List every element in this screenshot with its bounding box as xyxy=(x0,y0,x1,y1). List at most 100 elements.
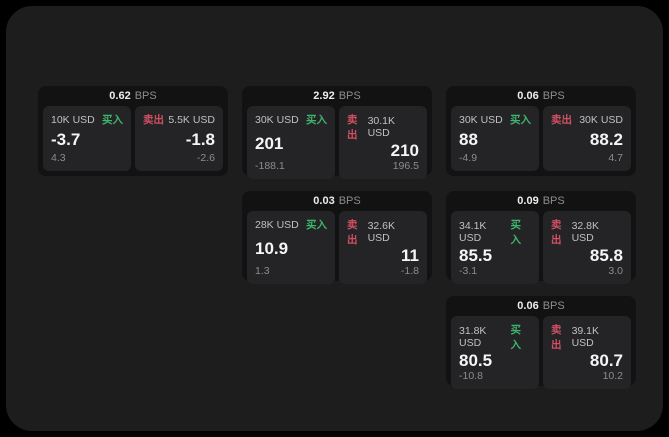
buy-quote-value: -3.7 xyxy=(51,129,81,149)
quote-card: 2.92 BPS 30K USD 买入 201 -188.1 卖出 30.1K … xyxy=(242,86,432,179)
quote-tiles: 31.8K USD 买入 80.5 -10.8 卖出 39.1K USD 80.… xyxy=(446,316,636,394)
sell-amount: 32.8K USD xyxy=(571,220,600,244)
quote-card: 0.62 BPS 10K USD 买入 -3.7 4.3 卖出 5.5K USD… xyxy=(38,86,228,176)
sell-quote-value: 11 xyxy=(401,246,419,265)
quote-card: 0.06 BPS 30K USD 买入 88 -4.9 卖出 30K USD 8… xyxy=(446,86,636,176)
buy-tile[interactable]: 31.8K USD 买入 80.5 -10.8 xyxy=(451,316,539,389)
sell-tile[interactable]: 卖出 5.5K USD -1.8 -2.6 xyxy=(135,106,223,171)
buy-side-label: 买入 xyxy=(102,114,123,126)
buy-tile-header: 28K USD 买入 xyxy=(255,217,327,232)
bps-value: 0.06 xyxy=(517,300,539,312)
bps-value: 2.92 xyxy=(313,90,335,102)
sell-side-label: 卖出 xyxy=(347,219,358,246)
app-window: 0.62 BPS 10K USD 买入 -3.7 4.3 卖出 5.5K USD… xyxy=(6,6,663,431)
sell-amount: 32.6K USD xyxy=(367,220,396,244)
quote-card: 0.06 BPS 31.8K USD 买入 80.5 -10.8 卖出 39.1… xyxy=(446,296,636,389)
buy-side-label: 买入 xyxy=(306,114,327,126)
buy-delta: 1.3 xyxy=(255,265,270,277)
sell-amount: 5.5K USD xyxy=(168,113,215,126)
sell-amount: 39.1K USD xyxy=(571,325,600,349)
sell-tile-header: 卖出 30.1K USD xyxy=(347,112,419,142)
sell-quote-value: 210 xyxy=(390,141,419,160)
buy-tile[interactable]: 34.1K USD 买入 85.5 -3.1 xyxy=(451,211,539,284)
buy-quote-value: 201 xyxy=(255,133,284,153)
card-header: 0.03 BPS xyxy=(242,191,432,211)
buy-delta: 4.3 xyxy=(51,152,66,164)
sell-tile[interactable]: 卖出 32.6K USD 11 -1.8 xyxy=(339,211,427,284)
sell-tile-header: 卖出 5.5K USD xyxy=(143,112,215,127)
buy-quote-value: 88 xyxy=(459,129,478,149)
buy-amount: 10K USD xyxy=(51,113,95,126)
card-header: 2.92 BPS xyxy=(242,86,432,106)
buy-side-label: 买入 xyxy=(510,219,521,246)
sell-tile[interactable]: 卖出 32.8K USD 85.8 3.0 xyxy=(543,211,631,284)
sell-delta: 10.2 xyxy=(602,370,623,382)
buy-delta: -10.8 xyxy=(459,370,483,382)
buy-quote-value: 10.9 xyxy=(255,238,289,258)
buy-delta: -4.9 xyxy=(459,152,478,164)
quote-card: 0.03 BPS 28K USD 买入 10.9 1.3 卖出 32.6K US… xyxy=(242,191,432,284)
sell-tile-header: 卖出 39.1K USD xyxy=(551,322,623,352)
sell-quote-value: 80.7 xyxy=(589,351,623,370)
sell-delta: 3.0 xyxy=(608,265,623,277)
card-header: 0.06 BPS xyxy=(446,296,636,316)
buy-quote-value: 85.5 xyxy=(459,246,493,265)
quote-tiles: 30K USD 买入 88 -4.9 卖出 30K USD 88.2 4.7 xyxy=(446,106,636,176)
bps-unit-label: BPS xyxy=(542,90,565,102)
sell-delta: -1.8 xyxy=(400,265,419,277)
quote-card: 0.09 BPS 34.1K USD 买入 85.5 -3.1 卖出 32.8K… xyxy=(446,191,636,284)
buy-tile[interactable]: 30K USD 买入 201 -188.1 xyxy=(247,106,335,179)
sell-tile-header: 卖出 32.6K USD xyxy=(347,217,419,247)
sell-tile[interactable]: 卖出 30.1K USD 210 196.5 xyxy=(339,106,427,179)
buy-amount: 31.8K USD xyxy=(459,325,487,349)
bps-unit-label: BPS xyxy=(542,300,565,312)
buy-tile-header: 10K USD 买入 xyxy=(51,112,123,127)
bps-value: 0.09 xyxy=(517,195,539,207)
bps-unit-label: BPS xyxy=(338,195,361,207)
sell-side-label: 卖出 xyxy=(551,114,572,126)
card-header: 0.09 BPS xyxy=(446,191,636,211)
card-header: 0.06 BPS xyxy=(446,86,636,106)
bps-value: 0.06 xyxy=(517,90,539,102)
sell-tile-header: 卖出 32.8K USD xyxy=(551,217,623,247)
sell-delta: 4.7 xyxy=(608,152,623,164)
card-header: 0.62 BPS xyxy=(38,86,228,106)
buy-tile[interactable]: 28K USD 买入 10.9 1.3 xyxy=(247,211,335,284)
buy-delta: -188.1 xyxy=(255,160,285,172)
buy-side-label: 买入 xyxy=(306,219,327,231)
buy-amount: 34.1K USD xyxy=(459,220,487,244)
sell-tile[interactable]: 卖出 39.1K USD 80.7 10.2 xyxy=(543,316,631,389)
bps-unit-label: BPS xyxy=(338,90,361,102)
sell-amount: 30.1K USD xyxy=(367,115,396,139)
sell-quote-value: 85.8 xyxy=(589,246,623,265)
buy-side-label: 买入 xyxy=(510,324,521,351)
sell-side-label: 卖出 xyxy=(143,114,164,126)
buy-delta: -3.1 xyxy=(459,265,478,277)
quote-cards-grid: 0.62 BPS 10K USD 买入 -3.7 4.3 卖出 5.5K USD… xyxy=(38,86,636,389)
sell-tile-header: 卖出 30K USD xyxy=(551,112,623,127)
buy-tile-header: 30K USD 买入 xyxy=(459,112,531,127)
buy-tile-header: 34.1K USD 买入 xyxy=(459,217,531,247)
bps-unit-label: BPS xyxy=(134,90,157,102)
quote-tiles: 30K USD 买入 201 -188.1 卖出 30.1K USD 210 1… xyxy=(242,106,432,184)
quote-tiles: 10K USD 买入 -3.7 4.3 卖出 5.5K USD -1.8 -2.… xyxy=(38,106,228,176)
buy-tile[interactable]: 10K USD 买入 -3.7 4.3 xyxy=(43,106,131,171)
buy-tile[interactable]: 30K USD 买入 88 -4.9 xyxy=(451,106,539,171)
sell-side-label: 卖出 xyxy=(347,114,358,141)
sell-tile[interactable]: 卖出 30K USD 88.2 4.7 xyxy=(543,106,631,171)
buy-tile-header: 31.8K USD 买入 xyxy=(459,322,531,352)
quote-tiles: 34.1K USD 买入 85.5 -3.1 卖出 32.8K USD 85.8… xyxy=(446,211,636,289)
sell-side-label: 卖出 xyxy=(551,324,562,351)
sell-amount: 30K USD xyxy=(579,113,623,126)
bps-unit-label: BPS xyxy=(542,195,565,207)
buy-amount: 28K USD xyxy=(255,218,299,231)
buy-quote-value: 80.5 xyxy=(459,351,493,370)
buy-side-label: 买入 xyxy=(510,114,531,126)
quote-tiles: 28K USD 买入 10.9 1.3 卖出 32.6K USD 11 -1.8 xyxy=(242,211,432,289)
buy-amount: 30K USD xyxy=(255,113,299,126)
buy-tile-header: 30K USD 买入 xyxy=(255,112,327,127)
sell-side-label: 卖出 xyxy=(551,219,562,246)
sell-quote-value: -1.8 xyxy=(185,129,215,149)
sell-delta: 196.5 xyxy=(392,160,419,172)
sell-quote-value: 88.2 xyxy=(589,129,623,149)
